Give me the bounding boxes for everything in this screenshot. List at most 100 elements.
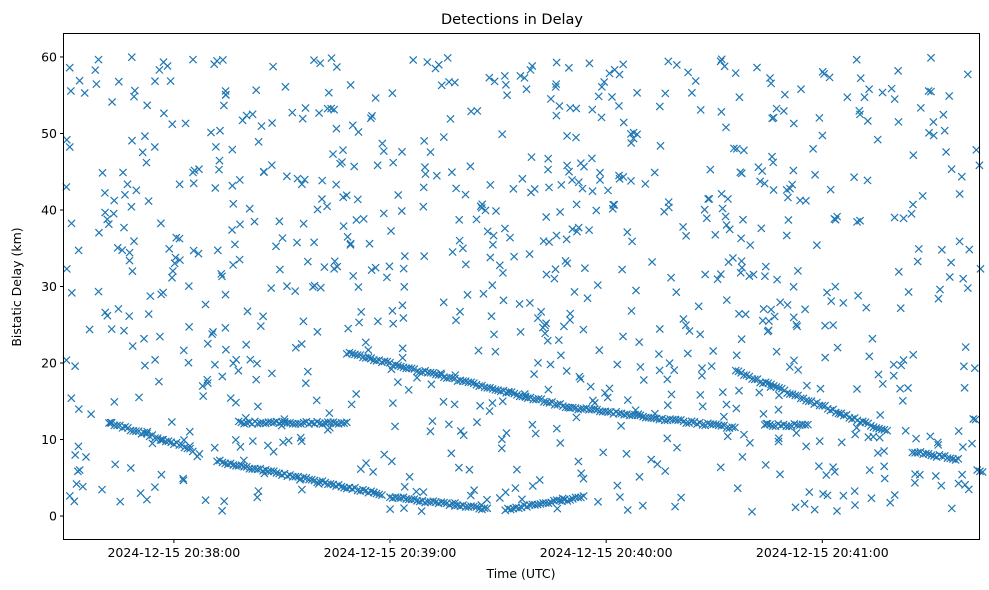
data-point: [125, 312, 134, 321]
data-point: [466, 162, 475, 171]
track-point: [880, 425, 889, 434]
data-point: [127, 136, 137, 145]
data-point: [398, 301, 407, 310]
data-point: [325, 409, 334, 418]
data-point: [316, 59, 325, 68]
track-point: [104, 418, 114, 428]
data-point: [397, 206, 406, 216]
data-point: [243, 307, 252, 316]
data-point: [75, 465, 84, 475]
data-point: [707, 362, 716, 371]
track-point: [763, 419, 772, 428]
data-point: [626, 129, 635, 138]
data-point: [722, 400, 731, 409]
data-point: [470, 486, 479, 495]
data-point: [955, 237, 964, 246]
data-point: [947, 258, 956, 267]
track-point: [485, 383, 495, 392]
data-point: [323, 202, 332, 211]
data-point: [130, 86, 139, 95]
data-point: [908, 200, 918, 209]
data-point: [887, 84, 896, 93]
data-point: [486, 180, 495, 189]
data-point: [706, 165, 715, 174]
data-point: [839, 298, 848, 307]
data-point: [562, 366, 571, 376]
data-point: [300, 175, 309, 184]
data-point: [235, 175, 244, 184]
data-point: [682, 231, 691, 240]
data-point: [850, 501, 860, 510]
data-point: [104, 220, 113, 229]
data-point: [123, 180, 132, 189]
data-point: [618, 265, 627, 274]
data-point: [556, 351, 565, 360]
data-point: [297, 180, 306, 189]
data-point: [628, 237, 637, 246]
track-point: [796, 394, 805, 403]
data-point: [791, 503, 800, 512]
data-point: [542, 270, 551, 279]
data-point: [822, 288, 832, 297]
data-point: [203, 375, 212, 384]
data-point: [62, 264, 71, 273]
data-point: [382, 273, 391, 282]
data-point: [901, 426, 910, 435]
data-point: [785, 362, 794, 371]
data-points: [62, 53, 987, 516]
data-point: [208, 330, 217, 339]
data-point: [588, 396, 597, 405]
data-point: [831, 282, 840, 291]
data-point: [608, 204, 617, 213]
data-point: [301, 379, 310, 388]
data-point: [189, 246, 198, 255]
data-point: [456, 426, 465, 436]
data-point: [324, 88, 333, 97]
track-point: [946, 454, 955, 463]
data-point: [282, 172, 291, 181]
data-point: [622, 449, 631, 458]
data-point: [774, 437, 783, 446]
track-point: [372, 489, 381, 498]
data-point: [873, 135, 882, 144]
data-point: [388, 399, 397, 408]
data-point: [310, 238, 319, 247]
data-point: [118, 246, 127, 255]
data-point: [525, 250, 534, 259]
track-point: [496, 387, 505, 396]
track-point: [164, 437, 173, 446]
data-point: [811, 170, 820, 179]
data-point: [242, 340, 251, 349]
data-point: [551, 82, 560, 91]
data-point: [491, 206, 501, 216]
data-point: [880, 474, 889, 483]
track-point: [345, 348, 354, 357]
data-point: [552, 231, 561, 240]
data-point: [827, 297, 836, 306]
data-point: [94, 55, 103, 64]
data-point: [926, 432, 935, 441]
data-point: [723, 194, 732, 203]
data-point: [229, 260, 238, 269]
track-point: [240, 419, 249, 428]
data-point: [129, 237, 139, 246]
data-point: [419, 488, 428, 497]
data-point: [924, 128, 934, 137]
data-point: [71, 362, 80, 371]
data-point: [940, 126, 949, 135]
data-point: [203, 379, 212, 388]
data-point: [166, 77, 175, 86]
data-point: [570, 287, 579, 296]
track-point: [750, 375, 759, 384]
data-point: [228, 181, 237, 190]
data-point: [614, 101, 623, 110]
data-point: [854, 291, 863, 300]
data-point: [437, 81, 446, 90]
data-point: [894, 267, 903, 276]
data-point: [863, 176, 872, 185]
data-point: [963, 284, 972, 293]
data-point: [574, 223, 583, 232]
data-point: [420, 136, 429, 145]
data-point: [388, 89, 397, 98]
